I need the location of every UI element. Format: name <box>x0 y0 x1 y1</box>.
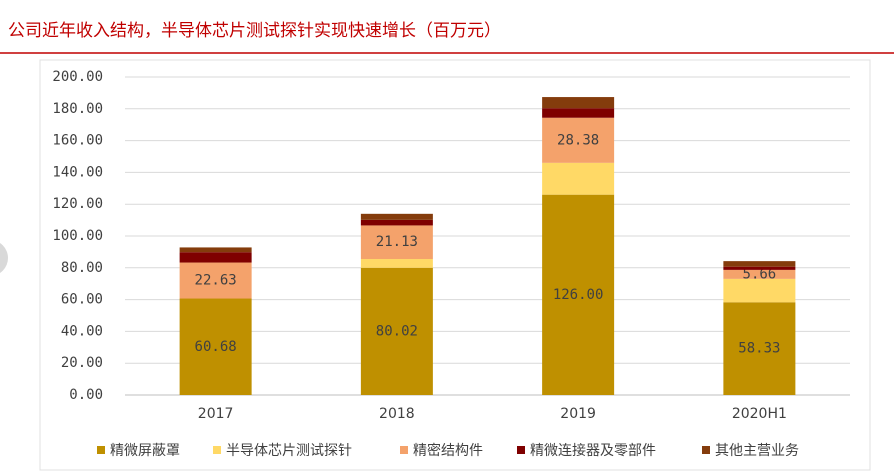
x-tick-label: 2020H1 <box>732 406 787 422</box>
bar-segment <box>542 108 615 118</box>
y-tick-label: 60.00 <box>61 292 103 308</box>
bar-segment <box>542 162 615 195</box>
x-tick-label: 2018 <box>379 406 415 422</box>
bar-segment <box>723 269 796 279</box>
y-tick-label: 160.00 <box>52 133 103 149</box>
legend-swatch <box>213 446 221 454</box>
y-tick-label: 180.00 <box>52 101 103 117</box>
bar-segment <box>179 298 252 395</box>
legend-label: 半导体芯片测试探针 <box>226 443 352 459</box>
bar-segment <box>360 267 433 395</box>
y-tick-label: 20.00 <box>61 355 103 371</box>
x-tick-label: 2017 <box>198 406 234 422</box>
bar-segment <box>179 247 252 253</box>
y-tick-label: 40.00 <box>61 323 103 339</box>
legend-label: 精密结构件 <box>413 442 483 459</box>
legend-swatch <box>702 446 710 454</box>
legend-label: 其他主营业务 <box>715 443 799 459</box>
chart-title: 公司近年收入结构，半导体芯片测试探针实现快速增长（百万元） <box>8 21 501 41</box>
x-tick-label: 2019 <box>560 406 596 422</box>
bar-segment <box>723 261 796 267</box>
side-handle <box>0 243 8 273</box>
y-tick-label: 120.00 <box>52 196 103 212</box>
bar-segment <box>360 219 433 226</box>
y-tick-label: 80.00 <box>61 260 103 276</box>
bar-segment <box>542 194 615 395</box>
bar-segment <box>360 225 433 260</box>
bar-segment <box>360 259 433 268</box>
bar-segment <box>179 252 252 263</box>
data-label: 58.33 <box>738 341 780 357</box>
data-label: 22.63 <box>195 273 237 289</box>
data-label: 80.02 <box>376 323 418 339</box>
legend-label: 精微屏蔽罩 <box>110 443 180 459</box>
bar-segment <box>542 117 615 163</box>
y-tick-label: 140.00 <box>52 164 103 180</box>
bar-segment <box>179 262 252 299</box>
data-label: 126.00 <box>553 287 604 303</box>
bar-segment <box>723 278 796 303</box>
legend-label: 精微连接器及零部件 <box>530 442 656 459</box>
data-label: 28.38 <box>557 132 599 148</box>
bar-segment <box>723 266 796 270</box>
y-tick-label: 200.00 <box>52 69 103 85</box>
data-label: 21.13 <box>376 234 418 250</box>
bar-segment <box>723 302 796 395</box>
bar-segment <box>542 97 615 109</box>
chart-frame <box>39 59 871 471</box>
y-tick-label: 0.00 <box>69 387 103 403</box>
data-label: 5.66 <box>743 266 777 282</box>
y-tick-label: 100.00 <box>52 228 103 244</box>
data-label: 60.68 <box>195 339 237 355</box>
legend-swatch <box>400 446 408 454</box>
bar-segment <box>360 213 433 220</box>
legend-swatch <box>517 446 525 454</box>
legend-swatch <box>97 446 105 454</box>
